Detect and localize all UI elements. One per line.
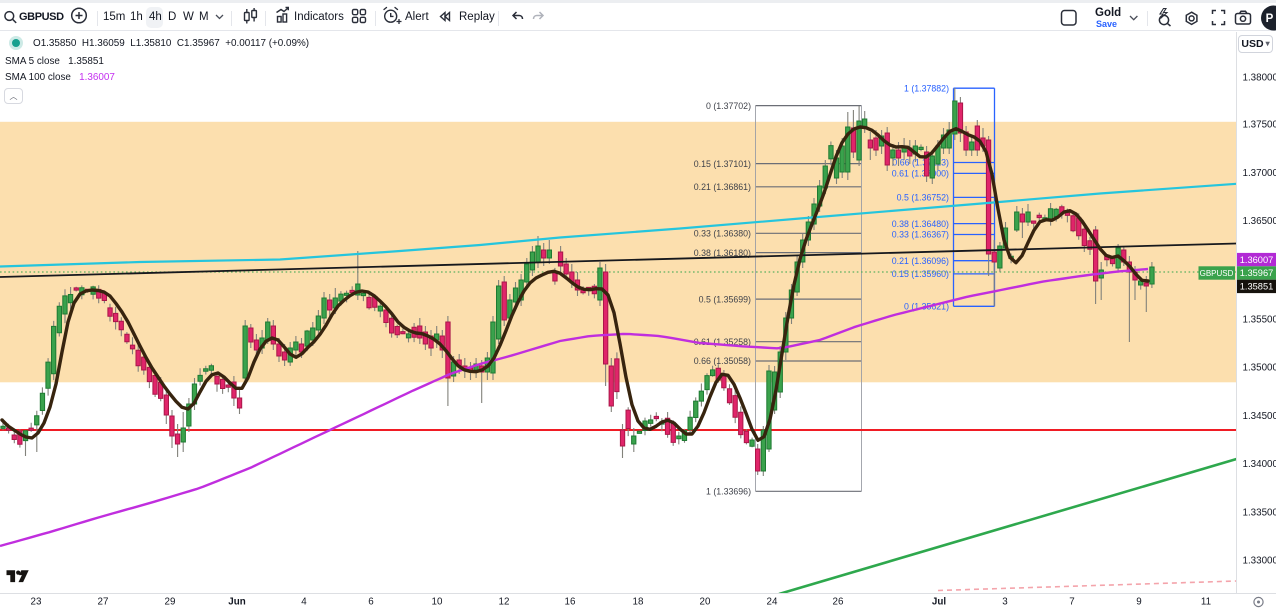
svg-text:0 (1.37702): 0 (1.37702) [706,101,751,111]
svg-text:GBPUSD: GBPUSD [1200,269,1234,278]
svg-text:9: 9 [1136,597,1141,608]
svg-text:1.33500: 1.33500 [1243,507,1276,518]
svg-text:24: 24 [767,597,778,608]
svg-text:Jun: Jun [228,597,245,608]
svg-text:4: 4 [301,597,307,608]
svg-text:23: 23 [31,597,42,608]
svg-text:10: 10 [432,597,443,608]
svg-text:1.35000: 1.35000 [1243,363,1276,374]
svg-text:0.38 (1.36180): 0.38 (1.36180) [694,248,751,258]
svg-text:1 (1.33696): 1 (1.33696) [706,487,751,497]
svg-text:1.33000: 1.33000 [1243,556,1276,567]
svg-text:0.15 (1.35960): 0.15 (1.35960) [892,269,949,279]
svg-text:0.15 (1.37101): 0.15 (1.37101) [694,159,751,169]
svg-text:0.61 (1.37000): 0.61 (1.37000) [892,169,949,179]
svg-text:P: P [1266,13,1274,25]
svg-text:1.35967: 1.35967 [1240,268,1274,278]
svg-text:1.37500: 1.37500 [1243,120,1276,131]
svg-text:27: 27 [98,597,109,608]
svg-text:0.33 (1.36380): 0.33 (1.36380) [694,229,751,239]
svg-text:0.33 (1.36367): 0.33 (1.36367) [892,230,949,240]
svg-text:Jul: Jul [932,597,946,608]
svg-text:26: 26 [833,597,844,608]
svg-text:0.66 (1.35058): 0.66 (1.35058) [694,356,751,366]
svg-text:1.35500: 1.35500 [1243,314,1276,325]
svg-text:18: 18 [633,597,644,608]
svg-text:0.61 (1.35258): 0.61 (1.35258) [694,337,751,347]
svg-text:1.36500: 1.36500 [1243,216,1276,227]
svg-text:11: 11 [1201,597,1211,608]
svg-text:29: 29 [165,597,176,608]
svg-text:1.38000: 1.38000 [1243,72,1276,83]
svg-text:0.5 (1.35699): 0.5 (1.35699) [699,294,751,304]
svg-text:0.5 (1.36752): 0.5 (1.36752) [897,193,949,203]
svg-text:12: 12 [499,597,510,608]
svg-text:0.38 (1.36480): 0.38 (1.36480) [892,219,949,229]
svg-text:7: 7 [1069,597,1074,608]
svg-text:1.36007: 1.36007 [1240,255,1274,265]
svg-text:16: 16 [565,597,576,608]
svg-text:1.34500: 1.34500 [1243,411,1276,422]
svg-text:1.34000: 1.34000 [1243,459,1276,470]
svg-text:0.66 (1.37113): 0.66 (1.37113) [892,158,949,168]
svg-text:1.35851: 1.35851 [1240,282,1274,292]
svg-text:6: 6 [368,597,374,608]
svg-text:0.21 (1.36096): 0.21 (1.36096) [892,256,949,266]
svg-text:3: 3 [1002,597,1008,608]
svg-text:20: 20 [700,597,711,608]
svg-text:1.37000: 1.37000 [1243,168,1276,179]
svg-text:0.21 (1.36861): 0.21 (1.36861) [694,182,751,192]
svg-text:1 (1.37882): 1 (1.37882) [904,83,949,93]
